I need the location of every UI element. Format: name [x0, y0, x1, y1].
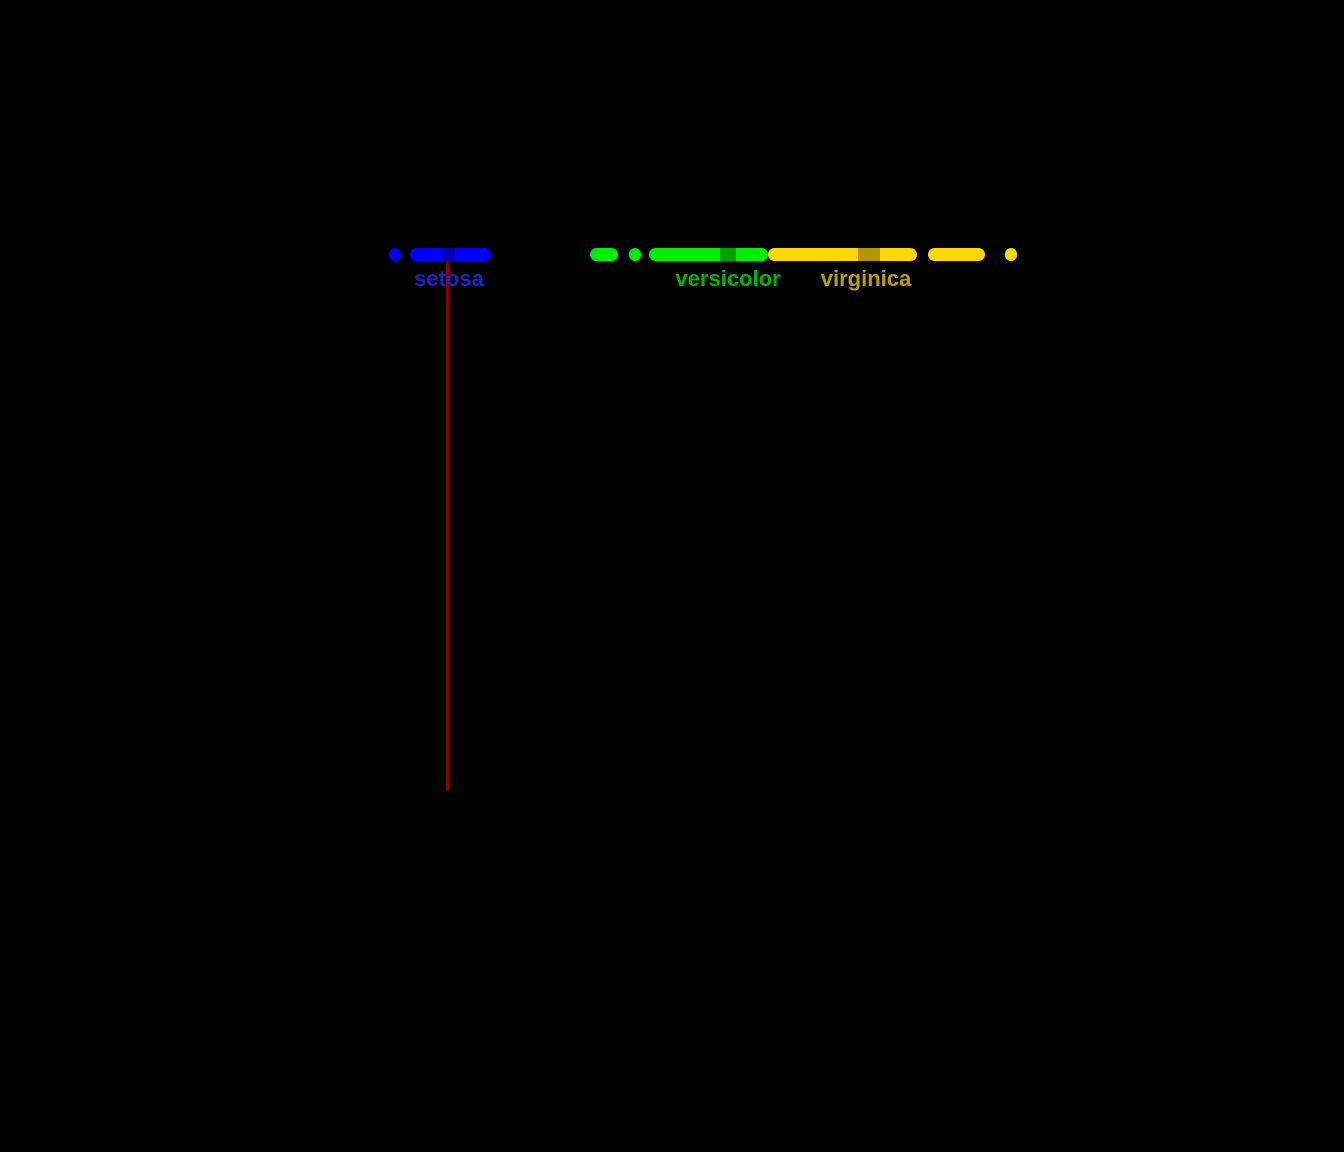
dense-overlap-blob-setosa [441, 248, 455, 261]
dot-blob-virginica [1005, 248, 1017, 261]
species-label-setosa: setosa [414, 266, 484, 291]
dense-overlap-blob-versicolor [720, 248, 736, 261]
species-label-versicolor: versicolor [675, 266, 781, 291]
species-label-virginica: virginica [820, 266, 912, 291]
dot-blob-versicolor [590, 248, 618, 261]
dense-overlap-blob-virginica [858, 248, 880, 261]
dot-blob-versicolor [649, 248, 768, 261]
dot-blob-virginica [928, 248, 985, 261]
dot-blob-setosa [389, 248, 401, 261]
dot-blob-virginica [768, 248, 917, 261]
reference-line [446, 261, 449, 790]
dot-blob-versicolor [629, 248, 641, 261]
